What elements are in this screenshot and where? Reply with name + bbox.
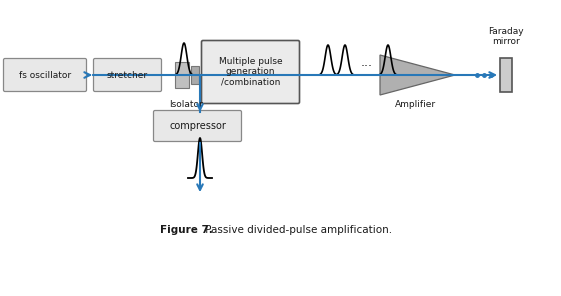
Text: compressor: compressor [169, 121, 226, 131]
Polygon shape [380, 55, 455, 95]
Text: Passive divided-pulse amplification.: Passive divided-pulse amplification. [202, 225, 392, 235]
FancyBboxPatch shape [154, 110, 241, 141]
Text: Isolator: Isolator [169, 100, 203, 109]
Text: Amplifier: Amplifier [394, 100, 435, 109]
FancyBboxPatch shape [175, 62, 189, 88]
FancyBboxPatch shape [94, 59, 162, 91]
Text: fs oscillator: fs oscillator [19, 70, 71, 80]
FancyBboxPatch shape [3, 59, 86, 91]
Text: Figure 7.: Figure 7. [160, 225, 213, 235]
Text: stretcher: stretcher [107, 70, 148, 80]
Text: Multiple pulse
generation
/combination: Multiple pulse generation /combination [219, 57, 282, 87]
FancyBboxPatch shape [201, 41, 300, 104]
Text: Faraday
mirror: Faraday mirror [488, 27, 524, 46]
FancyBboxPatch shape [191, 66, 199, 84]
FancyBboxPatch shape [500, 58, 512, 92]
Text: ...: ... [361, 56, 373, 68]
